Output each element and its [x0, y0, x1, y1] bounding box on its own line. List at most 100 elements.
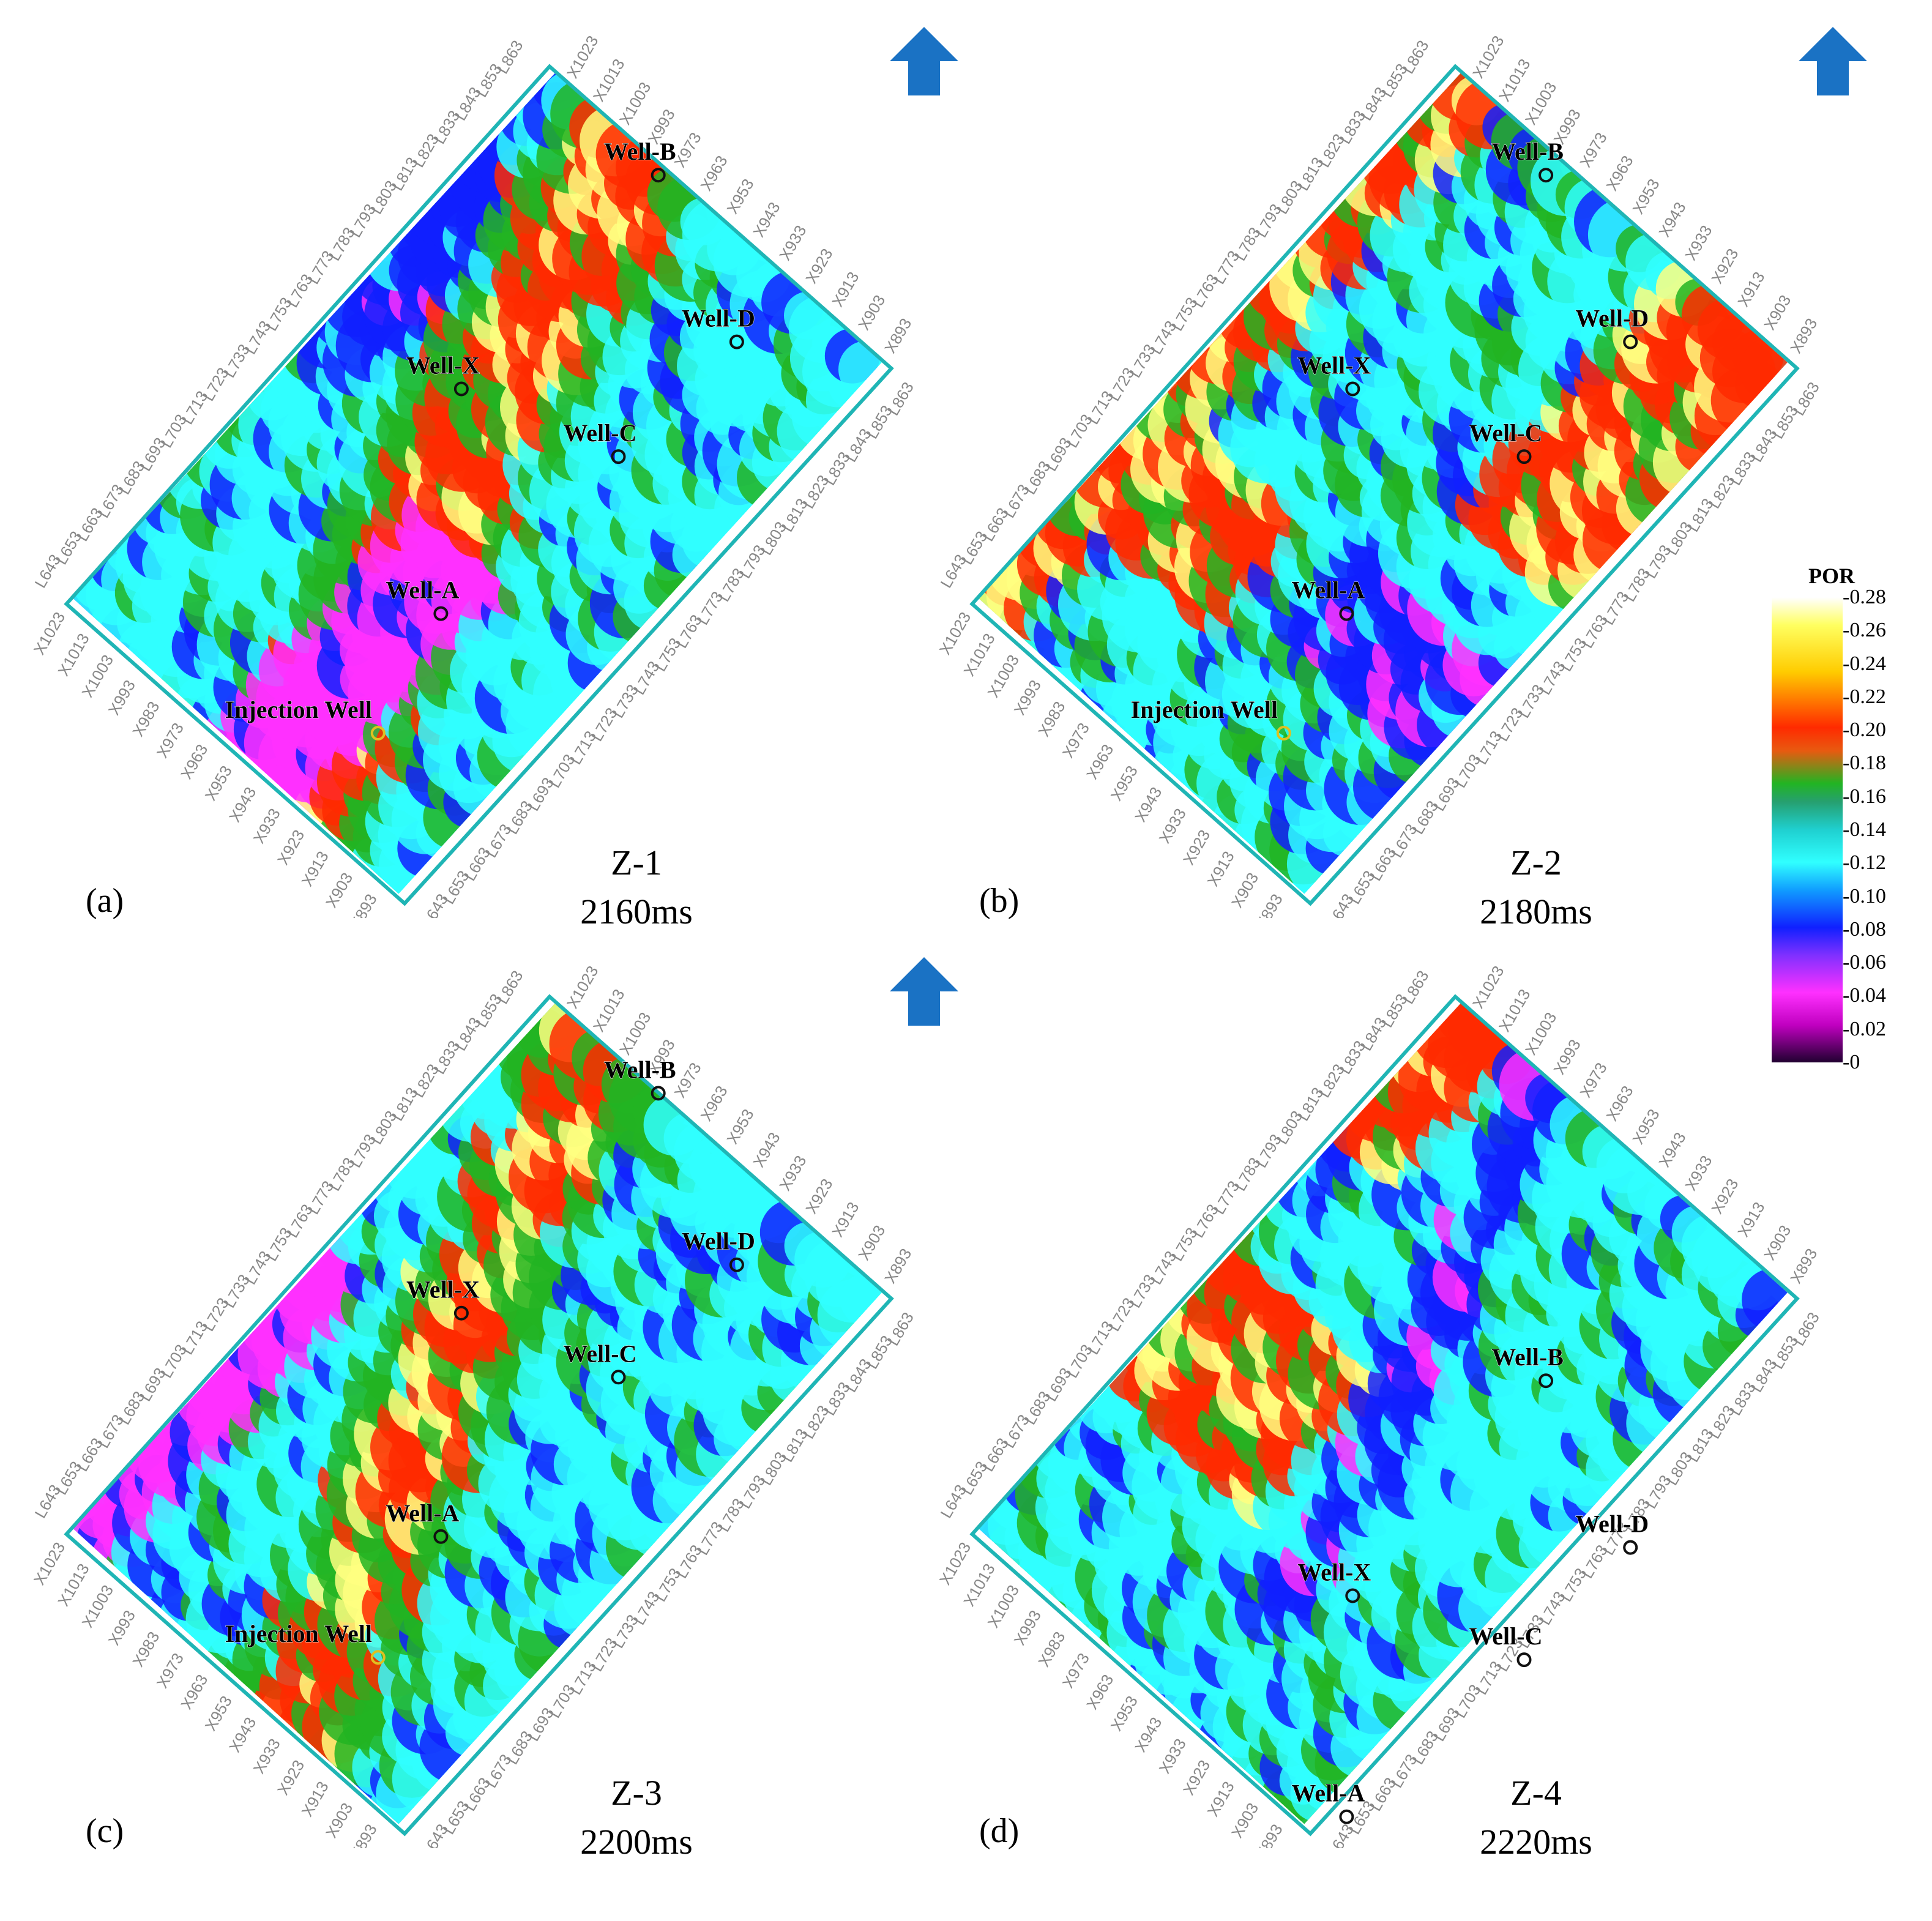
grid-axis-label: X973	[1576, 1059, 1610, 1101]
well-label: Well-D	[682, 305, 755, 332]
grid-axis-label: X1003	[616, 79, 655, 128]
porosity-field	[72, 1002, 882, 1824]
panel-label-a: (a)	[86, 882, 124, 920]
grid-axis-label: X933	[1155, 805, 1190, 847]
grid-axis-label: X1023	[563, 32, 602, 81]
well-label: Well-X	[1297, 1559, 1371, 1586]
zone-time-a: 2160ms	[580, 892, 693, 931]
grid-axis-label: X993	[1010, 1607, 1045, 1649]
grid-axis-label: X963	[1083, 741, 1117, 783]
panel-b: L643 L653 L663 L673 L683 L693 L703 L713 L723 L733…	[906, 0, 1824, 931]
well-label: Well-D	[1575, 1510, 1649, 1538]
porosity-map-d: L643L653L663L673L683L693L703L713L723L733…	[936, 963, 1823, 1848]
grid-axis-label: X893	[346, 891, 380, 918]
grid-axis-label: X963	[1602, 1083, 1636, 1124]
grid-axis-label: X893	[346, 1821, 380, 1848]
legend-colorbar	[1772, 597, 1843, 1062]
panel-label-c: (c)	[86, 1812, 124, 1850]
legend-tick-label: -0.02	[1843, 1017, 1886, 1040]
injection-well-marker	[370, 1650, 386, 1665]
well-label: Injection Well	[1131, 696, 1278, 723]
well-label: Well-B	[604, 138, 676, 165]
well-label: Well-C	[564, 1340, 637, 1367]
grid-axis-label: X1023	[936, 1539, 975, 1588]
survey-frame	[64, 64, 894, 906]
grid-axis-label: X903	[322, 1800, 356, 1841]
grid-axis-label: X953	[201, 1693, 236, 1734]
legend-tick-label: -0.18	[1843, 752, 1886, 775]
grid-axis-label: X983	[1034, 698, 1069, 740]
grid-axis-label: X973	[1059, 720, 1093, 761]
legend-tick-label: -0.14	[1843, 818, 1886, 841]
grid-axis-label: X923	[802, 245, 836, 287]
grid-axis-label: X953	[1628, 176, 1663, 217]
grid-axis-label: X993	[105, 677, 139, 718]
grid-axis-label: X983	[1034, 1628, 1069, 1670]
grid-axis-label: X953	[723, 1106, 757, 1147]
legend-tick-label: -0.10	[1843, 884, 1886, 908]
grid-axis-label: X893	[1251, 891, 1286, 918]
well-marker	[611, 1370, 626, 1385]
legend-tick-label: -0.22	[1843, 685, 1886, 708]
grid-axis-label: X963	[696, 1083, 731, 1124]
grid-axis-label: X1013	[960, 1561, 999, 1610]
panel-d: L643 L653 L663 L673 L683 L693 L703 L713 L723 L733…	[906, 930, 1824, 1862]
grid-axis-label: X943	[1655, 1129, 1689, 1171]
grid-axis-label: X993	[1550, 1036, 1584, 1078]
legend-tick-label: -0.26	[1843, 619, 1886, 642]
survey-frame	[969, 64, 1800, 906]
well-label: Well-A	[1291, 1780, 1365, 1807]
grid-axis-label: X913	[828, 269, 862, 310]
grid-axis-label: X913	[828, 1199, 862, 1240]
grid-axis-label: X953	[723, 176, 757, 217]
well-label: Well-X	[406, 1276, 480, 1304]
grid-axis-label: L863	[1789, 1309, 1823, 1349]
grid-axis-label: X903	[1760, 292, 1794, 334]
grid-axis-label: X943	[1655, 199, 1689, 241]
grid-axis-label: X1003	[616, 1009, 655, 1058]
grid-axis-label: X923	[1179, 827, 1214, 868]
well-marker	[651, 1086, 666, 1101]
grid-axis-label: X933	[1155, 1736, 1190, 1777]
porosity-field	[978, 1002, 1788, 1824]
survey-frame	[64, 994, 894, 1837]
zone-time-d: 2220ms	[1480, 1822, 1592, 1862]
well-marker	[453, 1305, 469, 1321]
well-marker	[1623, 334, 1638, 349]
grid-axis-label: X893	[1786, 1245, 1821, 1287]
well-marker	[729, 1257, 744, 1272]
zone-name-b: Z-2	[1510, 843, 1562, 882]
grid-axis-label: L863	[493, 37, 527, 77]
grid-axis-label: X1023	[1469, 963, 1508, 1012]
grid-axis-label: X1023	[30, 1539, 69, 1588]
grid-axis-label: X893	[1251, 1821, 1286, 1848]
legend-tick-label: -0.20	[1843, 718, 1886, 742]
legend-title: POR	[1808, 564, 1855, 588]
grid-axis-label: X1003	[984, 652, 1023, 701]
well-label: Well-D	[1575, 305, 1649, 332]
well-marker	[453, 381, 469, 397]
grid-axis-label: X933	[250, 805, 284, 847]
grid-axis-label: X913	[298, 848, 332, 890]
grid-axis-label: X993	[1010, 677, 1045, 718]
grid-axis-label: X1003	[78, 652, 117, 701]
zone-info-b: Z-2 2180ms	[1444, 838, 1628, 936]
grid-axis-label: X983	[129, 1628, 163, 1670]
grid-axis-label: X1013	[1495, 56, 1534, 105]
grid-axis-label: X933	[1681, 222, 1715, 264]
grid-axis-label: X943	[225, 1714, 259, 1756]
grid-axis-label: X953	[1628, 1106, 1663, 1147]
grid-axis-label: X913	[1734, 269, 1768, 310]
survey-frame	[969, 994, 1800, 1837]
porosity-field	[72, 72, 882, 894]
legend-tick-label: -0.24	[1843, 652, 1886, 675]
well-label: Well-B	[1491, 1343, 1564, 1371]
grid-axis-label: X953	[1107, 763, 1141, 804]
grid-axis-label: L863	[493, 968, 527, 1007]
grid-axis-label: L863	[1399, 968, 1433, 1007]
north-arrow-icon	[890, 957, 958, 1026]
grid-axis-label: X983	[129, 698, 163, 740]
grid-axis-label: X893	[1786, 315, 1821, 357]
well-marker	[729, 334, 744, 349]
well-marker	[433, 606, 449, 621]
